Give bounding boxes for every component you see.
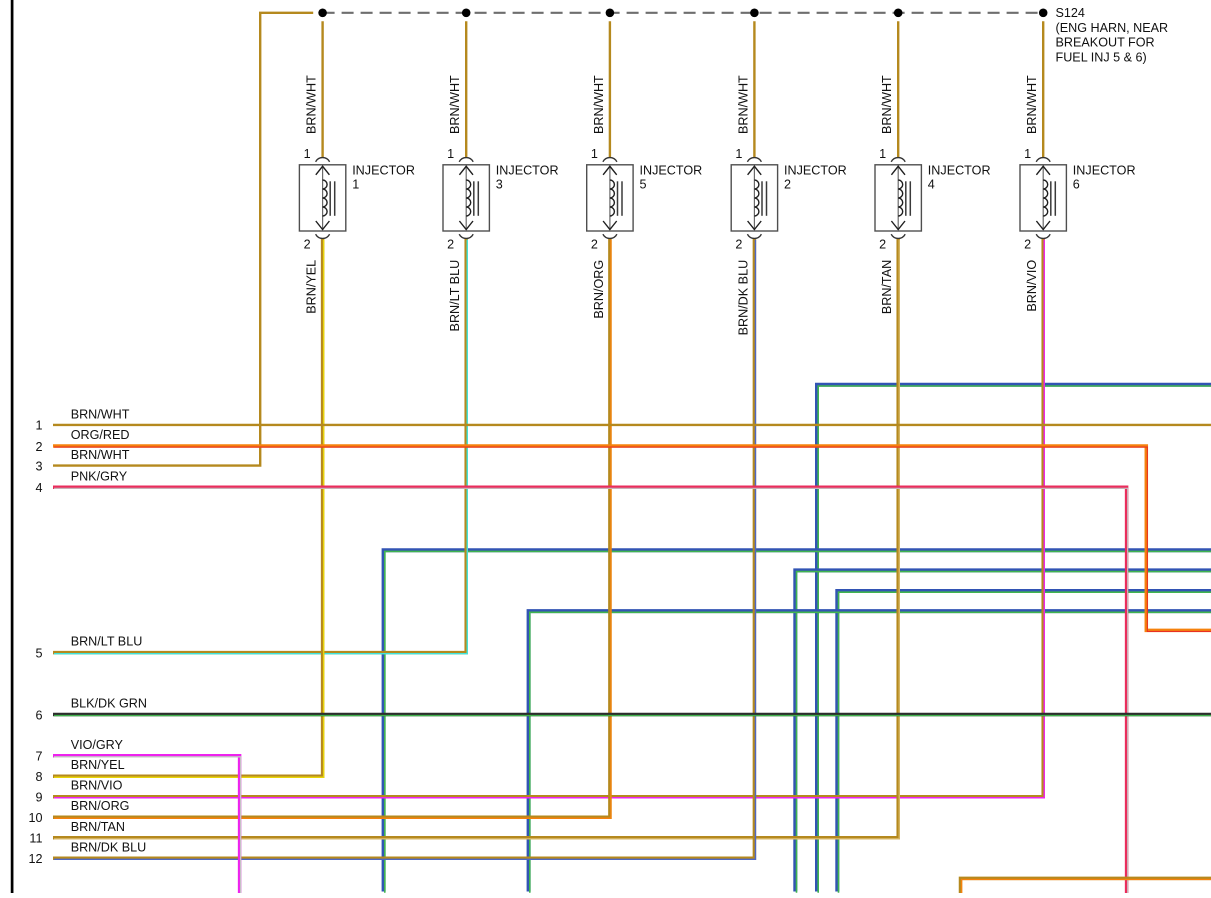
svg-text:4: 4 <box>35 481 42 495</box>
svg-text:INJECTOR: INJECTOR <box>928 163 991 177</box>
svg-text:1: 1 <box>35 419 42 433</box>
svg-text:INJECTOR: INJECTOR <box>496 163 559 177</box>
svg-text:BRN/WHT: BRN/WHT <box>1025 75 1039 134</box>
svg-text:INJECTOR: INJECTOR <box>352 163 415 177</box>
svg-text:INJECTOR: INJECTOR <box>784 163 847 177</box>
svg-text:BRN/YEL: BRN/YEL <box>71 758 125 772</box>
svg-text:BRN/YEL: BRN/YEL <box>305 260 319 314</box>
svg-text:BRN/VIO: BRN/VIO <box>71 779 123 793</box>
svg-text:(ENG HARN, NEAR: (ENG HARN, NEAR <box>1056 21 1169 35</box>
svg-text:1: 1 <box>735 147 742 161</box>
svg-text:3: 3 <box>35 459 42 473</box>
svg-text:BRN/WHT: BRN/WHT <box>448 75 462 134</box>
svg-text:2: 2 <box>1024 237 1031 251</box>
svg-text:BRN/WHT: BRN/WHT <box>592 75 606 134</box>
svg-text:2: 2 <box>304 237 311 251</box>
svg-text:12: 12 <box>28 852 42 866</box>
svg-text:2: 2 <box>35 440 42 454</box>
svg-text:8: 8 <box>35 770 42 784</box>
svg-text:BRN/LT BLU: BRN/LT BLU <box>448 260 462 332</box>
svg-text:BLK/DK GRN: BLK/DK GRN <box>71 697 147 711</box>
svg-text:2: 2 <box>447 237 454 251</box>
svg-text:BRN/TAN: BRN/TAN <box>71 820 125 834</box>
svg-text:BRN/WHT: BRN/WHT <box>71 448 130 462</box>
svg-text:4: 4 <box>928 178 935 192</box>
svg-text:2: 2 <box>591 237 598 251</box>
svg-text:INJECTOR: INJECTOR <box>1073 163 1136 177</box>
svg-text:S124: S124 <box>1056 6 1085 20</box>
svg-text:FUEL INJ 5 & 6): FUEL INJ 5 & 6) <box>1056 50 1147 64</box>
svg-text:BRN/VIO: BRN/VIO <box>1025 260 1039 312</box>
svg-text:BRN/LT BLU: BRN/LT BLU <box>71 635 143 649</box>
svg-text:1: 1 <box>591 147 598 161</box>
svg-text:2: 2 <box>784 178 791 192</box>
svg-text:BRN/ORG: BRN/ORG <box>592 260 606 319</box>
svg-text:BRN/WHT: BRN/WHT <box>736 75 750 134</box>
svg-text:BRN/ORG: BRN/ORG <box>71 799 130 813</box>
svg-text:BRN/WHT: BRN/WHT <box>880 75 894 134</box>
svg-text:2: 2 <box>735 237 742 251</box>
svg-text:1: 1 <box>879 147 886 161</box>
svg-text:9: 9 <box>35 791 42 805</box>
svg-text:6: 6 <box>1073 178 1080 192</box>
svg-text:BRN/WHT: BRN/WHT <box>71 408 130 422</box>
svg-text:6: 6 <box>35 708 42 722</box>
svg-text:2: 2 <box>879 237 886 251</box>
svg-text:7: 7 <box>35 750 42 764</box>
svg-text:BRN/TAN: BRN/TAN <box>880 260 894 314</box>
svg-text:PNK/GRY: PNK/GRY <box>71 469 128 483</box>
svg-text:BREAKOUT FOR: BREAKOUT FOR <box>1056 36 1155 50</box>
svg-text:BRN/WHT: BRN/WHT <box>305 75 319 134</box>
svg-text:BRN/DK BLU: BRN/DK BLU <box>71 840 147 854</box>
svg-text:VIO/GRY: VIO/GRY <box>71 738 124 752</box>
svg-text:5: 5 <box>35 646 42 660</box>
svg-text:1: 1 <box>304 147 311 161</box>
svg-text:INJECTOR: INJECTOR <box>640 163 703 177</box>
svg-text:1: 1 <box>1024 147 1031 161</box>
svg-text:BRN/DK BLU: BRN/DK BLU <box>736 260 750 336</box>
svg-text:10: 10 <box>28 811 42 825</box>
svg-text:1: 1 <box>447 147 454 161</box>
svg-text:11: 11 <box>29 832 42 846</box>
svg-text:3: 3 <box>496 178 503 192</box>
svg-text:ORG/RED: ORG/RED <box>71 428 130 442</box>
svg-text:5: 5 <box>640 178 647 192</box>
svg-text:1: 1 <box>352 178 359 192</box>
